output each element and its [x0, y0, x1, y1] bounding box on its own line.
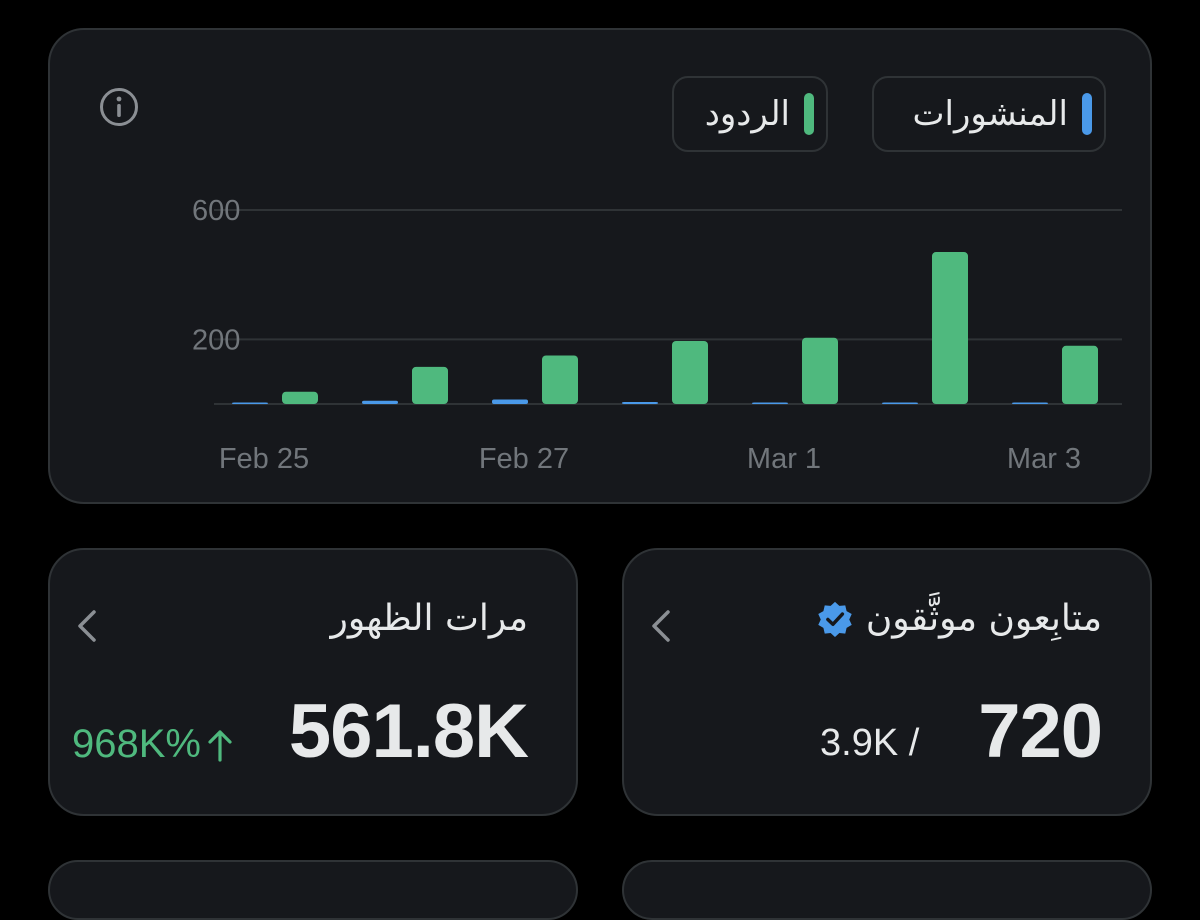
- replies-bar: [802, 337, 838, 404]
- stat-card-partial-left[interactable]: [48, 860, 578, 920]
- legend-posts[interactable]: المنشورات: [872, 76, 1106, 152]
- impressions-title: مرات الظهور: [330, 598, 528, 639]
- verified-badge-icon: [818, 601, 852, 637]
- impressions-card[interactable]: مرات الظهور 968K% 561.8K: [48, 548, 578, 816]
- chevron-left-icon[interactable]: [648, 606, 674, 646]
- verified-followers-title: متابِعون موثَّقون: [816, 598, 1102, 639]
- posts-bar: [622, 402, 658, 404]
- posts-bar: [1012, 402, 1048, 404]
- x-tick-label: Mar 1: [747, 443, 821, 475]
- legend-replies[interactable]: الردود: [672, 76, 828, 152]
- posts-bar: [492, 399, 528, 404]
- x-tick-label: Feb 27: [479, 443, 569, 475]
- info-icon[interactable]: [98, 86, 140, 128]
- replies-bar: [412, 366, 448, 404]
- impressions-value: 561.8K: [288, 689, 529, 774]
- bar-chart: 200 600 Feb 25 Feb 27 Mar 1 Mar 3: [192, 195, 1122, 475]
- posts-bar: [752, 402, 788, 404]
- engagement-chart-card: المنشورات الردود 200 600 Feb 25 Feb 27 Mar 1…: [48, 28, 1152, 504]
- arrow-up-icon: [208, 729, 232, 762]
- x-tick-label: Mar 3: [1007, 443, 1081, 475]
- stat-card-partial-right[interactable]: [622, 860, 1152, 920]
- legend-replies-label: الردود: [704, 94, 790, 134]
- replies-bar: [282, 391, 318, 404]
- verified-followers-total: 3.9K /: [820, 722, 920, 764]
- y-tick-label: 600: [192, 195, 240, 227]
- impressions-delta: 968K%: [72, 722, 233, 767]
- x-tick-label: Feb 25: [219, 443, 309, 475]
- verified-followers-title-text: متابِعون موثَّقون: [865, 598, 1102, 639]
- impressions-delta-value: 968K%: [72, 722, 201, 766]
- verified-followers-card[interactable]: متابِعون موثَّقون 3.9K / 720: [622, 548, 1152, 816]
- replies-bar: [932, 252, 968, 404]
- legend-posts-swatch: [1082, 93, 1092, 135]
- y-tick-label: 200: [192, 324, 240, 356]
- posts-bar: [362, 400, 398, 404]
- chevron-left-icon[interactable]: [74, 606, 100, 646]
- posts-bar: [232, 402, 268, 404]
- posts-bar: [882, 402, 918, 404]
- legend-replies-swatch: [804, 93, 814, 135]
- impressions-title-text: مرات الظهور: [330, 598, 528, 639]
- replies-bar: [672, 340, 708, 404]
- verified-followers-value: 720: [978, 689, 1103, 774]
- legend-posts-label: المنشورات: [912, 94, 1069, 134]
- replies-bar: [1062, 345, 1098, 404]
- replies-bar: [542, 355, 578, 404]
